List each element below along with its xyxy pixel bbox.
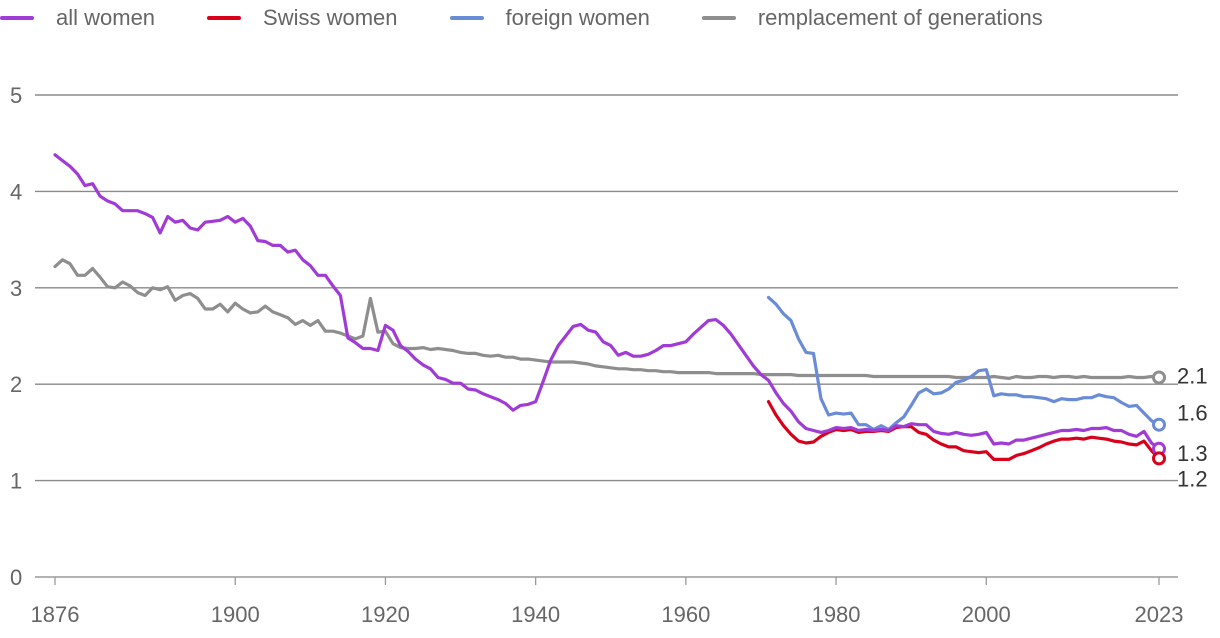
legend-swatch: [701, 16, 736, 20]
grid-layer: [35, 94, 1178, 585]
y-tick-label: 5: [10, 83, 22, 108]
legend-item-all: all women: [0, 5, 155, 31]
x-tick-label: 1980: [812, 602, 861, 627]
y-tick-label: 3: [10, 276, 22, 301]
end-value-label-foreign: 1.6: [1177, 401, 1208, 426]
end-value-label-swiss: 1.2: [1177, 466, 1208, 491]
series-line-foreign: [766, 295, 1161, 432]
legend-item-foreign: foreign women: [449, 5, 650, 31]
y-tick-label: 0: [10, 565, 22, 590]
legend-swatch: [207, 16, 242, 20]
y-tick-label: 4: [10, 179, 22, 204]
legend-swatch: [449, 16, 484, 20]
x-tick-label: 1876: [31, 602, 80, 627]
end-markers-layer: [1152, 370, 1166, 466]
series-line-swiss: [766, 400, 1161, 461]
x-tick-label: 2023: [1135, 602, 1184, 627]
series-line-all: [53, 153, 1161, 451]
y-tick-label: 1: [10, 469, 22, 494]
legend-item-repl: remplacement of generations: [701, 5, 1043, 31]
x-tick-label: 2000: [962, 602, 1011, 627]
legend-item-swiss: Swiss women: [207, 5, 398, 31]
legend-swatch: [0, 16, 34, 20]
legend: all women Swiss women foreign women remplac…: [0, 0, 1095, 36]
legend-label: remplacement of generations: [757, 5, 1043, 30]
y-tick-label: 2: [10, 372, 22, 397]
series-layer: [53, 153, 1161, 461]
end-marker-repl: [1152, 370, 1166, 385]
end-marker-foreign: [1152, 417, 1166, 432]
end-value-label-repl: 2.1: [1177, 363, 1208, 388]
legend-label: Swiss women: [263, 5, 398, 30]
end-marker-swiss: [1152, 451, 1166, 466]
series-line-repl: [53, 258, 1161, 380]
x-tick-label: 1900: [211, 602, 260, 627]
x-tick-label: 1920: [361, 602, 410, 627]
legend-label: all women: [56, 5, 156, 30]
axis-labels-layer: 0 1 2 3 4 5 1876 1900 1920 1940 1960 1980 2000 2023 1.…: [10, 83, 1208, 627]
x-tick-label: 1940: [511, 602, 560, 627]
legend-label: foreign women: [505, 5, 650, 30]
x-tick-label: 1960: [661, 602, 710, 627]
end-value-label-all: 1.3: [1177, 441, 1208, 466]
